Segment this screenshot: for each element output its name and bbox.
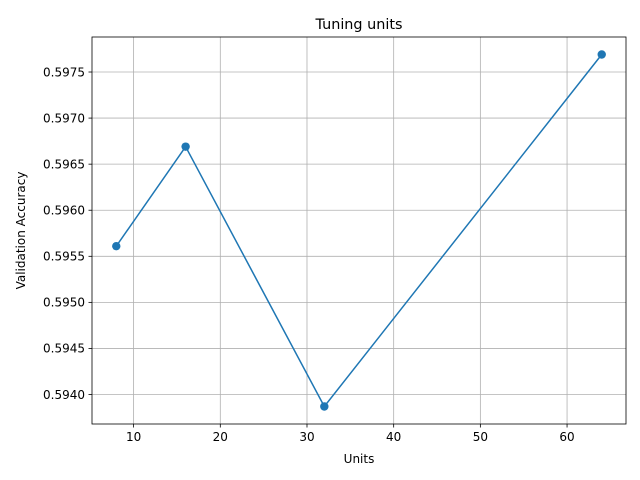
y-tick-label: 0.5965 <box>43 157 85 171</box>
series-line <box>115 54 603 408</box>
x-tick-label: 20 <box>213 430 228 444</box>
y-tick-label: 0.5955 <box>43 250 85 264</box>
x-tick-label: 30 <box>299 430 314 444</box>
plot-area-frame <box>91 36 627 425</box>
axis-ticks: 10 20 30 40 50 60 0.5940 0.5945 0.5950 0.5955 0.59… <box>43 65 575 444</box>
series <box>112 50 606 411</box>
y-axis-label: Validation Accuracy <box>14 172 28 290</box>
x-tick-label: 60 <box>559 430 574 444</box>
y-tick-label: 0.5950 <box>43 296 85 310</box>
x-axis-label: Units <box>344 452 375 466</box>
y-tick-label: 0.5960 <box>43 204 85 218</box>
x-tick-label: 40 <box>386 430 401 444</box>
y-tick-label: 0.5975 <box>43 65 85 79</box>
data-point <box>597 50 606 59</box>
chart-title: Tuning units <box>314 17 402 33</box>
x-tick-label: 10 <box>126 430 141 444</box>
data-point <box>112 241 121 251</box>
y-tick-label: 0.5945 <box>43 342 85 356</box>
data-point <box>320 402 329 411</box>
x-tick-label: 50 <box>473 430 488 444</box>
y-tick-label: 0.5940 <box>43 388 85 402</box>
data-point <box>181 142 190 151</box>
y-tick-label: 0.5970 <box>43 111 85 125</box>
grid <box>92 37 626 424</box>
